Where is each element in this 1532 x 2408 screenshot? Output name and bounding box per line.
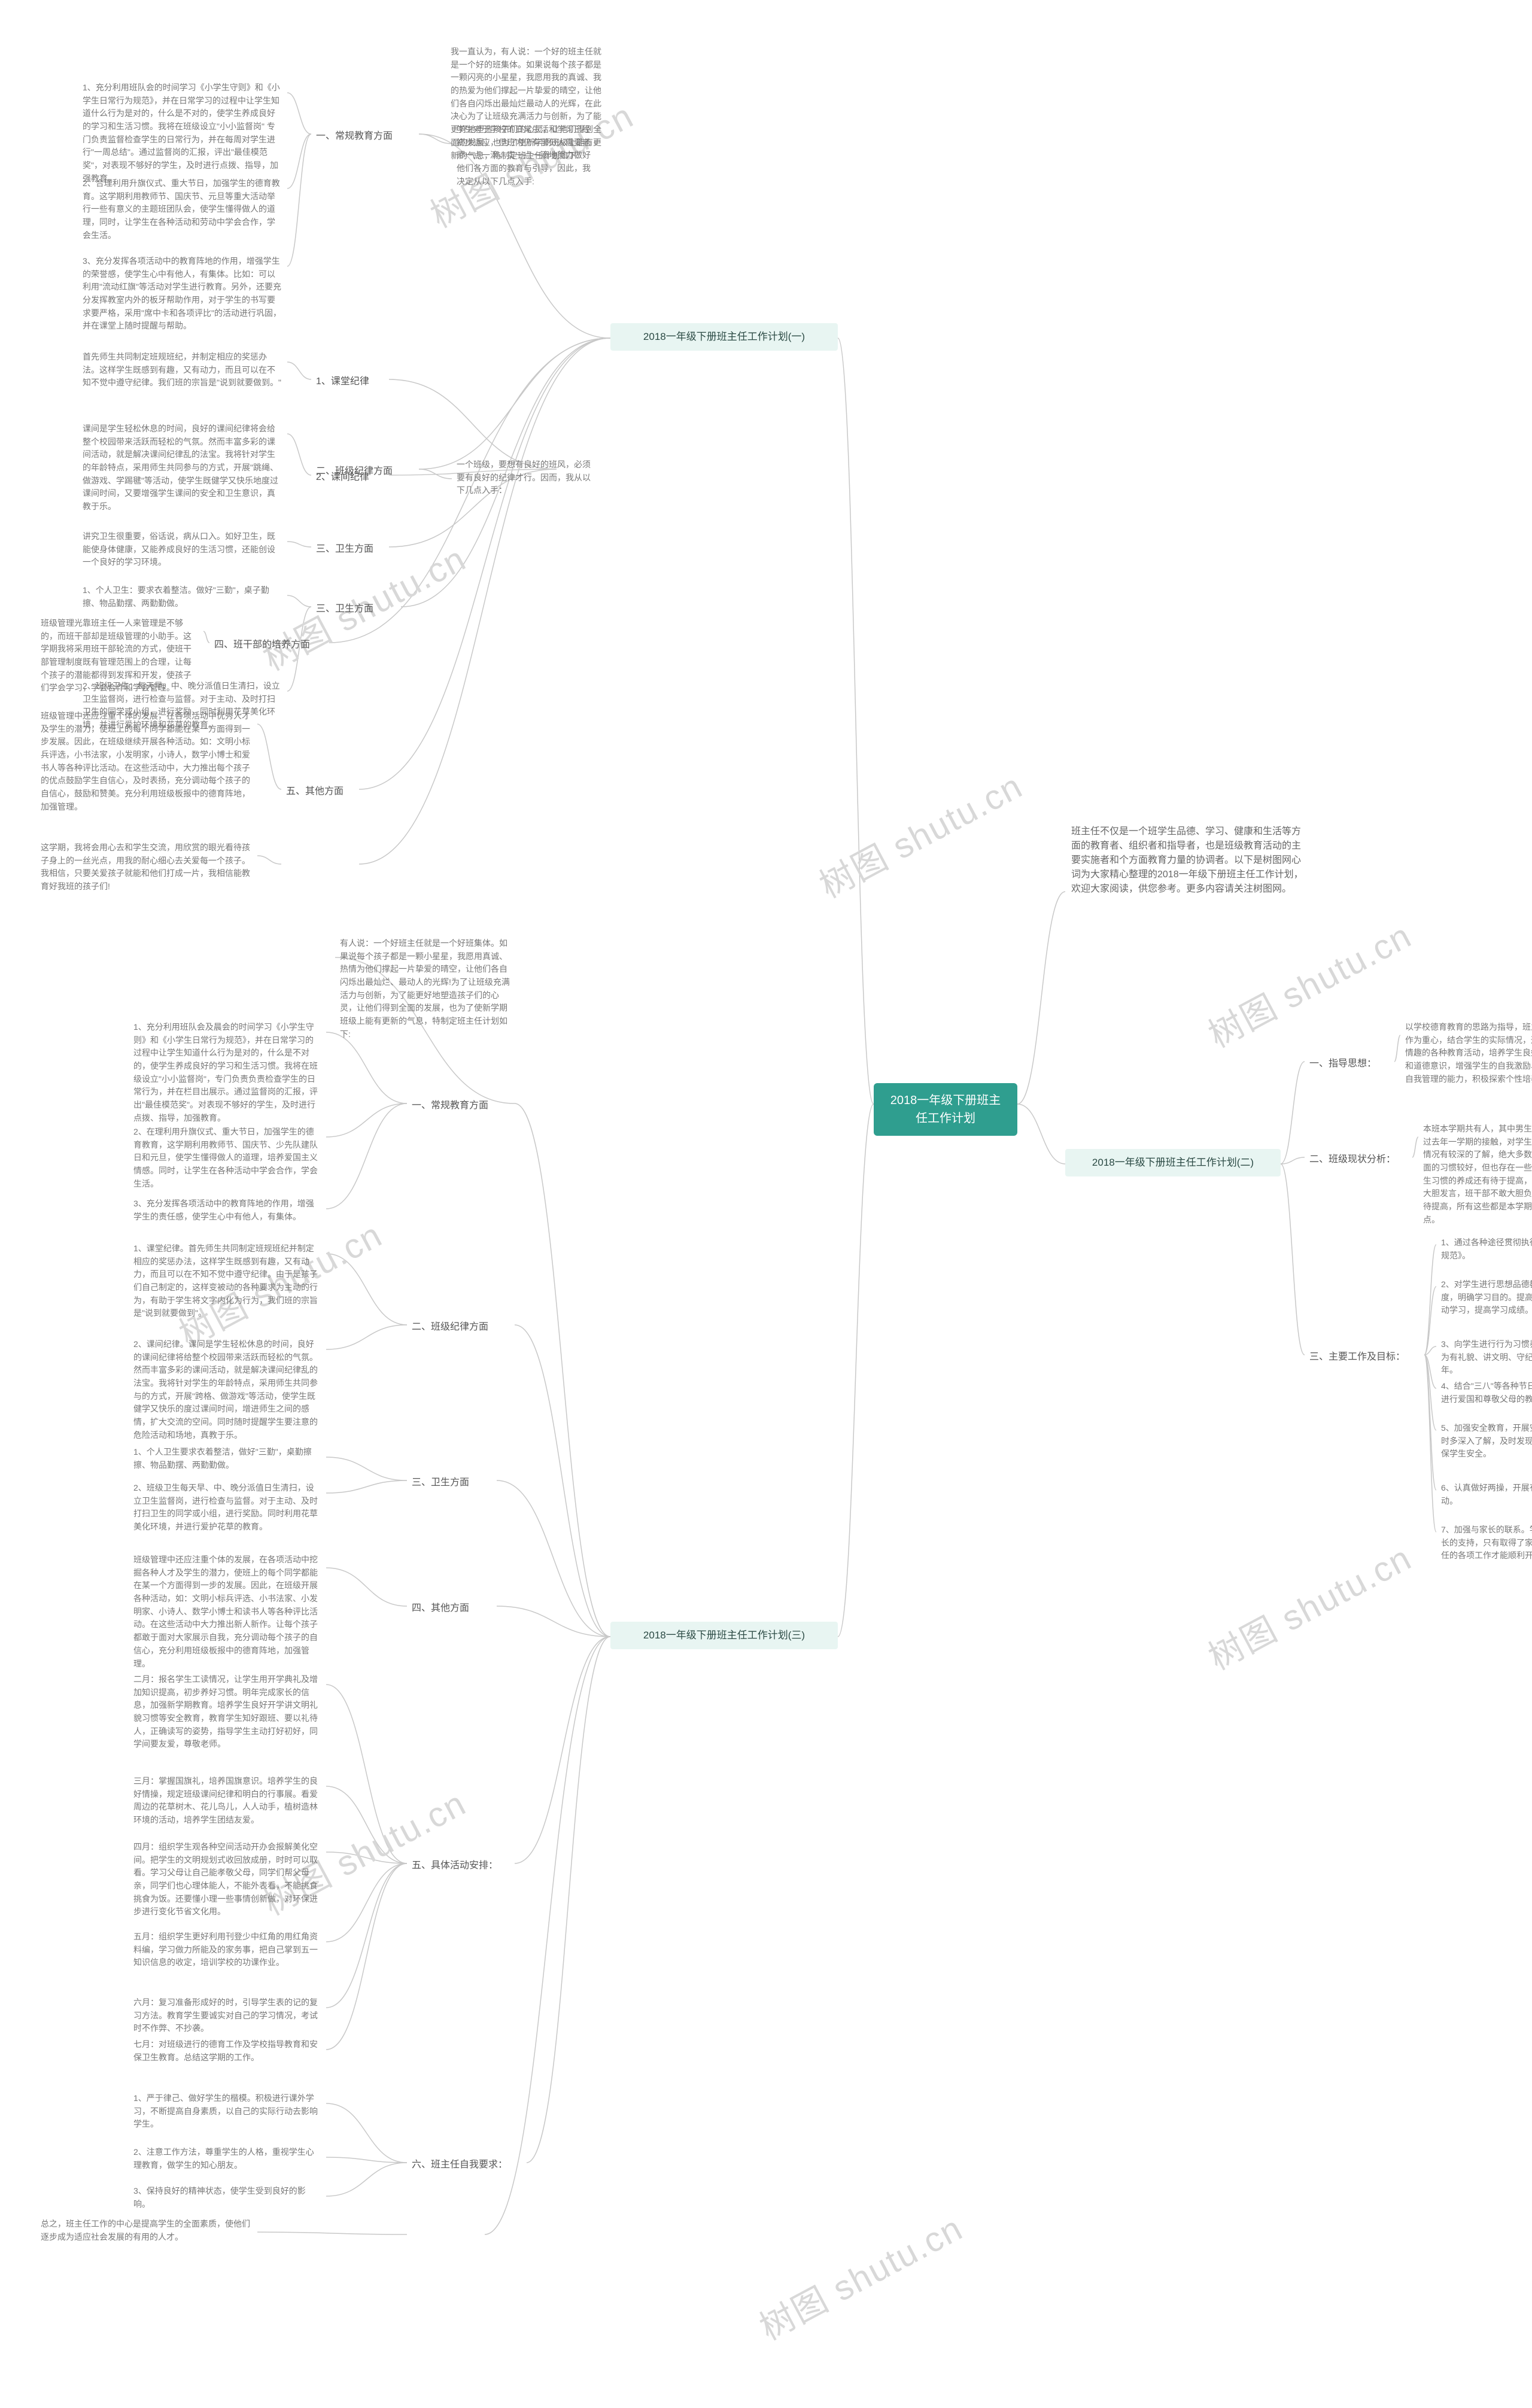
leaf: 2、班级卫生每天早、中、晚分派值日生清扫，设立卫生监督岗，进行检查与监督。对于主…	[129, 1478, 326, 1537]
leaf: 2、对学生进行思想品德教育，端正学习态度，明确学习目的。提高学习兴趣，使学生主动…	[1436, 1275, 1532, 1321]
leaf: 1、个人卫生：要求衣着整洁。做好"三勤"，桌子勤擦、物品勤摆、两勤勤做。	[78, 580, 287, 613]
watermark: 树图 shutu.cn	[749, 2200, 970, 2349]
leaf: 2、合理利用升旗仪式、重大节日，加强学生的德育教育。这学期利用教师节、国庆节、元…	[78, 174, 287, 245]
leaf: 首先师生共同制定班规班纪，并制定相应的奖惩办法。这样学生既感到有趣，又有动力，而…	[78, 347, 287, 393]
leaf: 三月：掌握国旗礼，培养国旗意识。培养学生的良好情操，规定班级课间纪律和明白的行事…	[129, 1771, 326, 1831]
leaf: 1、充分利用班队会的时间学习《小学生守则》和《小学生日常行为规范》，并在日常学习…	[78, 78, 287, 189]
leaf: 2、在理利用升旗仪式、重大节日，加强学生的德育教育，这学期利用教师节、国庆节、少…	[129, 1122, 326, 1194]
section[interactable]: 一、常规教育方面	[407, 1095, 515, 1117]
leaf: 3、充分发挥各项活动中的教育阵地的作用，增强学生的责任感，使学生心中有他人，有集…	[129, 1194, 326, 1227]
section[interactable]: 一、常规教育方面	[311, 126, 419, 147]
leaf: 二月：报名学生工读情况，让学生用开学典礼及增加知识提高，初步养好习惯。明年完成家…	[129, 1670, 326, 1755]
watermark: 树图 shutu.cn	[1198, 1530, 1419, 1679]
leaf: 课间是学生轻松休息的时间，良好的课间纪律将会给整个校园带来活跃而轻松的气氛。然而…	[78, 419, 287, 517]
topic[interactable]: 2、课间纪律	[311, 467, 389, 488]
leaf: 班级管理中还应注重个体的发展，在各项活动中优秀人才及学生的潜力，使班上的每个同学…	[36, 706, 257, 817]
leaf: 1、通过各种途径贯彻执行《小学生日常行为规范》。	[1436, 1233, 1532, 1266]
leaf: 班级管理中还应注重个体的发展，在各项活动中挖掘各种人才及学生的潜力，使班上的每个…	[129, 1550, 326, 1674]
topic[interactable]: 一、指导思想：	[1305, 1053, 1394, 1075]
leaf: 总之，班主任工作的中心是提高学生的全面素质，使他们逐步成为适应社会发展的有用的人…	[36, 2214, 257, 2247]
leaf: 1、充分利用班队会及晨会的时间学习《小学生守则》和《小学生日常行为规范》，并在日…	[129, 1017, 326, 1129]
topic[interactable]: 三、主要工作及目标：	[1305, 1346, 1424, 1368]
section[interactable]: 三、卫生方面	[407, 1472, 497, 1494]
leaf: 讲究卫生很重要，俗话说，病从口入。如好卫生，既能使身体健康，又能养成良好的生活习…	[78, 527, 287, 573]
leaf: 3、充分发挥各项活动中的教育阵地的作用，增强学生的荣誉感，使学生心中有他人，有集…	[78, 251, 287, 336]
leaf: 这学期，我将会用心去和学生交流，用欣赏的眼光看待孩子身上的一丝光点，用我的耐心细…	[36, 838, 257, 897]
leaf: 七月：对班级进行的德育工作及学校指导教育和安保卫生教育。总结这学期的工作。	[129, 2035, 326, 2068]
section[interactable]: 五、具体活动安排：	[407, 1855, 515, 1877]
leaf: 1、严于律己、做好学生的楷模。积极进行课外学习，不断提高自身素质，以自己的实际行…	[129, 2088, 326, 2135]
leaf: 4、结合"三八"等各种节日及利用班会，对学生进行爱国和尊敬父母的教育。	[1436, 1376, 1532, 1409]
section[interactable]: 五、其他方面	[281, 781, 359, 802]
leaf: 3、向学生进行行为习惯养成教育，使学生成为有礼貌、讲文明、守纪律、讲卫生的好少年…	[1436, 1334, 1532, 1381]
leaf: 四月：组织学生观各种空间活动开办会报解美化空间。把学生的文明规划式收回放成册，时…	[129, 1837, 326, 1922]
root-node[interactable]: 2018一年级下册班主任工作计划	[874, 1083, 1017, 1136]
branch-left[interactable]: 2018一年级下册班主任工作计划(一)	[610, 323, 838, 351]
leaf: 本班本学期共有人，其中男生人，女生人。经过去年一学期的接触，对学生的特点及各方面…	[1418, 1119, 1532, 1230]
leaf: 1、个人卫生要求衣着整洁，做好"三勤"，桌勤擦擦、物品勤摆、两勤勤做。	[129, 1442, 326, 1475]
section[interactable]: 四、班干部的培养方面	[209, 634, 329, 656]
intro-text: 班主任不仅是一个班学生品德、学习、健康和生活等方面的教育者、组织者和指导者，也是…	[1065, 820, 1311, 901]
section[interactable]: 二、班级纪律方面	[407, 1317, 515, 1338]
branch-left[interactable]: 2018一年级下册班主任工作计划(三)	[610, 1622, 838, 1649]
leaf: 六月：复习准备形成好的时，引导学生表的记的复习方法。教育学生要诚实对自己的学习情…	[129, 1993, 326, 2039]
section-desc: 有人说：一个好班主任就是一个好班集体。如果说每个孩子都是一颗小星星，我愿用真诚、…	[335, 934, 515, 1045]
section-note: 我一直认为，有人说：一个好的班主任就是一个好的班集体。如果说每个孩子都是一颗闪亮…	[446, 42, 613, 166]
watermark: 树图 shutu.cn	[1198, 908, 1419, 1057]
leaf: 5、加强安全教育，开展安全知识教育。在平时多深入了解，及时发现问题，及时处理，确…	[1436, 1418, 1532, 1464]
leaf: 五月：组织学生更好利用刊登少中红角的用红角资料编，学习做力所能及的家务事，把自己…	[129, 1927, 326, 1973]
leaf: 6、认真做好两操，开展有益、健康的课间活动。	[1436, 1478, 1532, 1511]
leaf: 2、课间纪律。课间是学生轻松休息的时间，良好的课间纪律将给整个校园带来活跃而轻松…	[129, 1334, 326, 1446]
section[interactable]: 三、卫生方面	[311, 598, 401, 620]
leaf: 1、课堂纪律。首先师生共同制定班规班纪并制定相应的奖惩办法，这样学生既感到有趣，…	[129, 1239, 326, 1324]
leaf: 以学校德育教育的思路为指导，班主任的中心工作为重心，结合学生的实际情况，通过开展…	[1400, 1017, 1532, 1089]
leaf: 7、加强与家长的联系。学校的工作离不开家长的支持，只有取得了家长的信任，我们班主…	[1436, 1520, 1532, 1566]
section[interactable]: 四、其他方面	[407, 1598, 497, 1619]
leaf: 2、注意工作方法，尊重学生的人格，重视学生心理教育，做学生的知心朋友。	[129, 2142, 326, 2175]
topic[interactable]: 三、卫生方面	[311, 539, 389, 560]
section-desc: 一个班级，要想有良好的班风，必须要有良好的纪律才行。因而，我从以下几点入手：	[452, 455, 601, 501]
leaf: 3、保持良好的精神状态，使学生受到良好的影响。	[129, 2181, 326, 2214]
watermark: 树图 shutu.cn	[809, 758, 1030, 907]
leaf: 班级管理光靠班主任一人来管理是不够的，而班干部却是班级管理的小助手。这学期我将采…	[36, 613, 203, 698]
branch-right[interactable]: 2018一年级下册班主任工作计划(二)	[1065, 1149, 1281, 1176]
section[interactable]: 六、班主任自我要求：	[407, 2154, 527, 2176]
topic[interactable]: 1、课堂纪律	[311, 371, 389, 393]
topic[interactable]: 二、班级现状分析：	[1305, 1149, 1412, 1170]
